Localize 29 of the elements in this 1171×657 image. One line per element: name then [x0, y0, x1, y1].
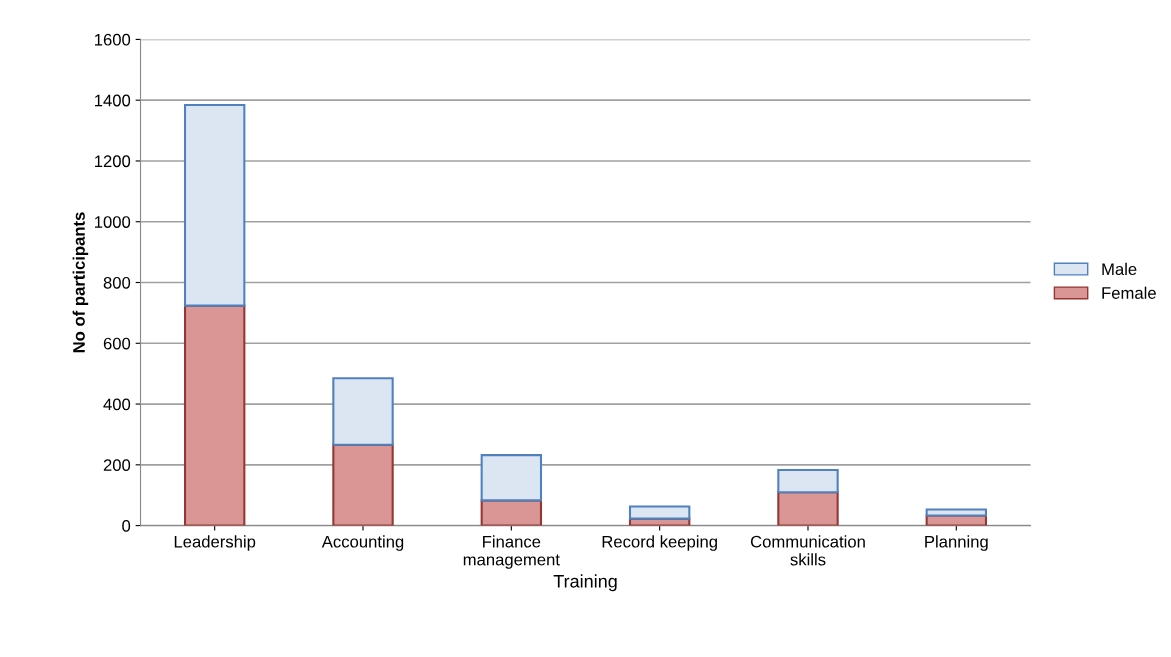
- y-tick-label: 400: [103, 398, 131, 411]
- bar: [480, 454, 543, 502]
- y-tick-label: 1000: [95, 216, 131, 228]
- bar: [183, 304, 246, 526]
- y-tick-label: 1600: [95, 33, 131, 46]
- bar: [183, 104, 246, 307]
- y-tick-label: 0: [122, 520, 131, 532]
- bar: [332, 377, 394, 446]
- y-tick-label: 600: [103, 337, 131, 350]
- x-tick-label: Planning: [925, 535, 988, 551]
- bar: [480, 499, 543, 526]
- legend-label: Female: [1102, 286, 1156, 299]
- y-tick-label: 200: [103, 459, 131, 472]
- x-tick-label: Record keeping: [602, 535, 717, 551]
- legend-label: Male: [1102, 262, 1137, 276]
- y-tick-label: 1400: [95, 94, 131, 107]
- x-tick-label: Leadership: [174, 535, 256, 551]
- x-axis-title: Training: [553, 574, 617, 592]
- bar: [628, 505, 691, 520]
- bar: [332, 443, 394, 526]
- x-tick-label: Accounting: [321, 535, 404, 551]
- x-tick-label: Finance management: [463, 535, 560, 569]
- bar: [925, 508, 988, 517]
- bar: [777, 468, 839, 494]
- y-tick-label: 1200: [95, 155, 131, 168]
- y-axis-title: No of participants: [72, 212, 89, 353]
- bar: [777, 491, 839, 526]
- x-tick-label: Communication skills: [750, 535, 865, 566]
- y-tick-label: 800: [103, 276, 131, 289]
